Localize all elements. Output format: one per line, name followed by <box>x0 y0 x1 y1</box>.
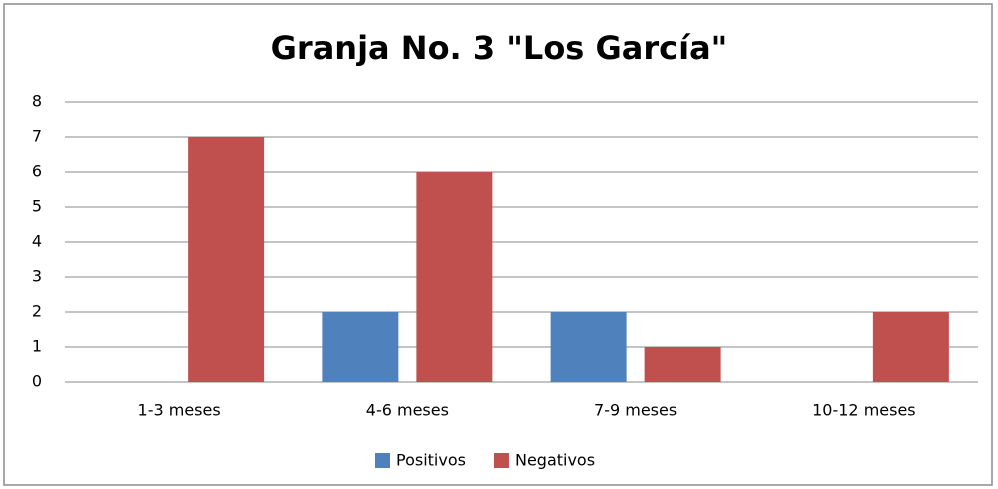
bar <box>188 137 265 382</box>
y-tick-label: 5 <box>32 197 42 216</box>
chart-title: Granja No. 3 "Los García" <box>271 29 728 67</box>
legend-swatch <box>375 453 390 468</box>
legend-label: Negativos <box>515 451 595 470</box>
bar <box>322 312 399 382</box>
chart-frame <box>3 3 993 486</box>
y-tick-label: 3 <box>32 267 42 286</box>
y-tick-label: 2 <box>32 302 42 321</box>
bar <box>550 312 627 382</box>
y-tick-label: 7 <box>32 127 42 146</box>
y-tick-label: 0 <box>32 372 42 391</box>
bar <box>644 347 721 382</box>
y-tick-label: 8 <box>32 92 42 111</box>
y-tick-label: 1 <box>32 337 42 356</box>
x-tick-label: 7-9 meses <box>594 401 677 420</box>
bar <box>872 312 949 382</box>
y-tick-label: 6 <box>32 162 42 181</box>
bar <box>416 172 493 382</box>
x-tick-label: 1-3 meses <box>138 401 221 420</box>
x-tick-label: 10-12 meses <box>812 401 916 420</box>
legend-label: Positivos <box>396 451 466 470</box>
legend-swatch <box>493 453 509 468</box>
x-tick-label: 4-6 meses <box>366 401 449 420</box>
y-tick-label: 4 <box>32 232 42 251</box>
